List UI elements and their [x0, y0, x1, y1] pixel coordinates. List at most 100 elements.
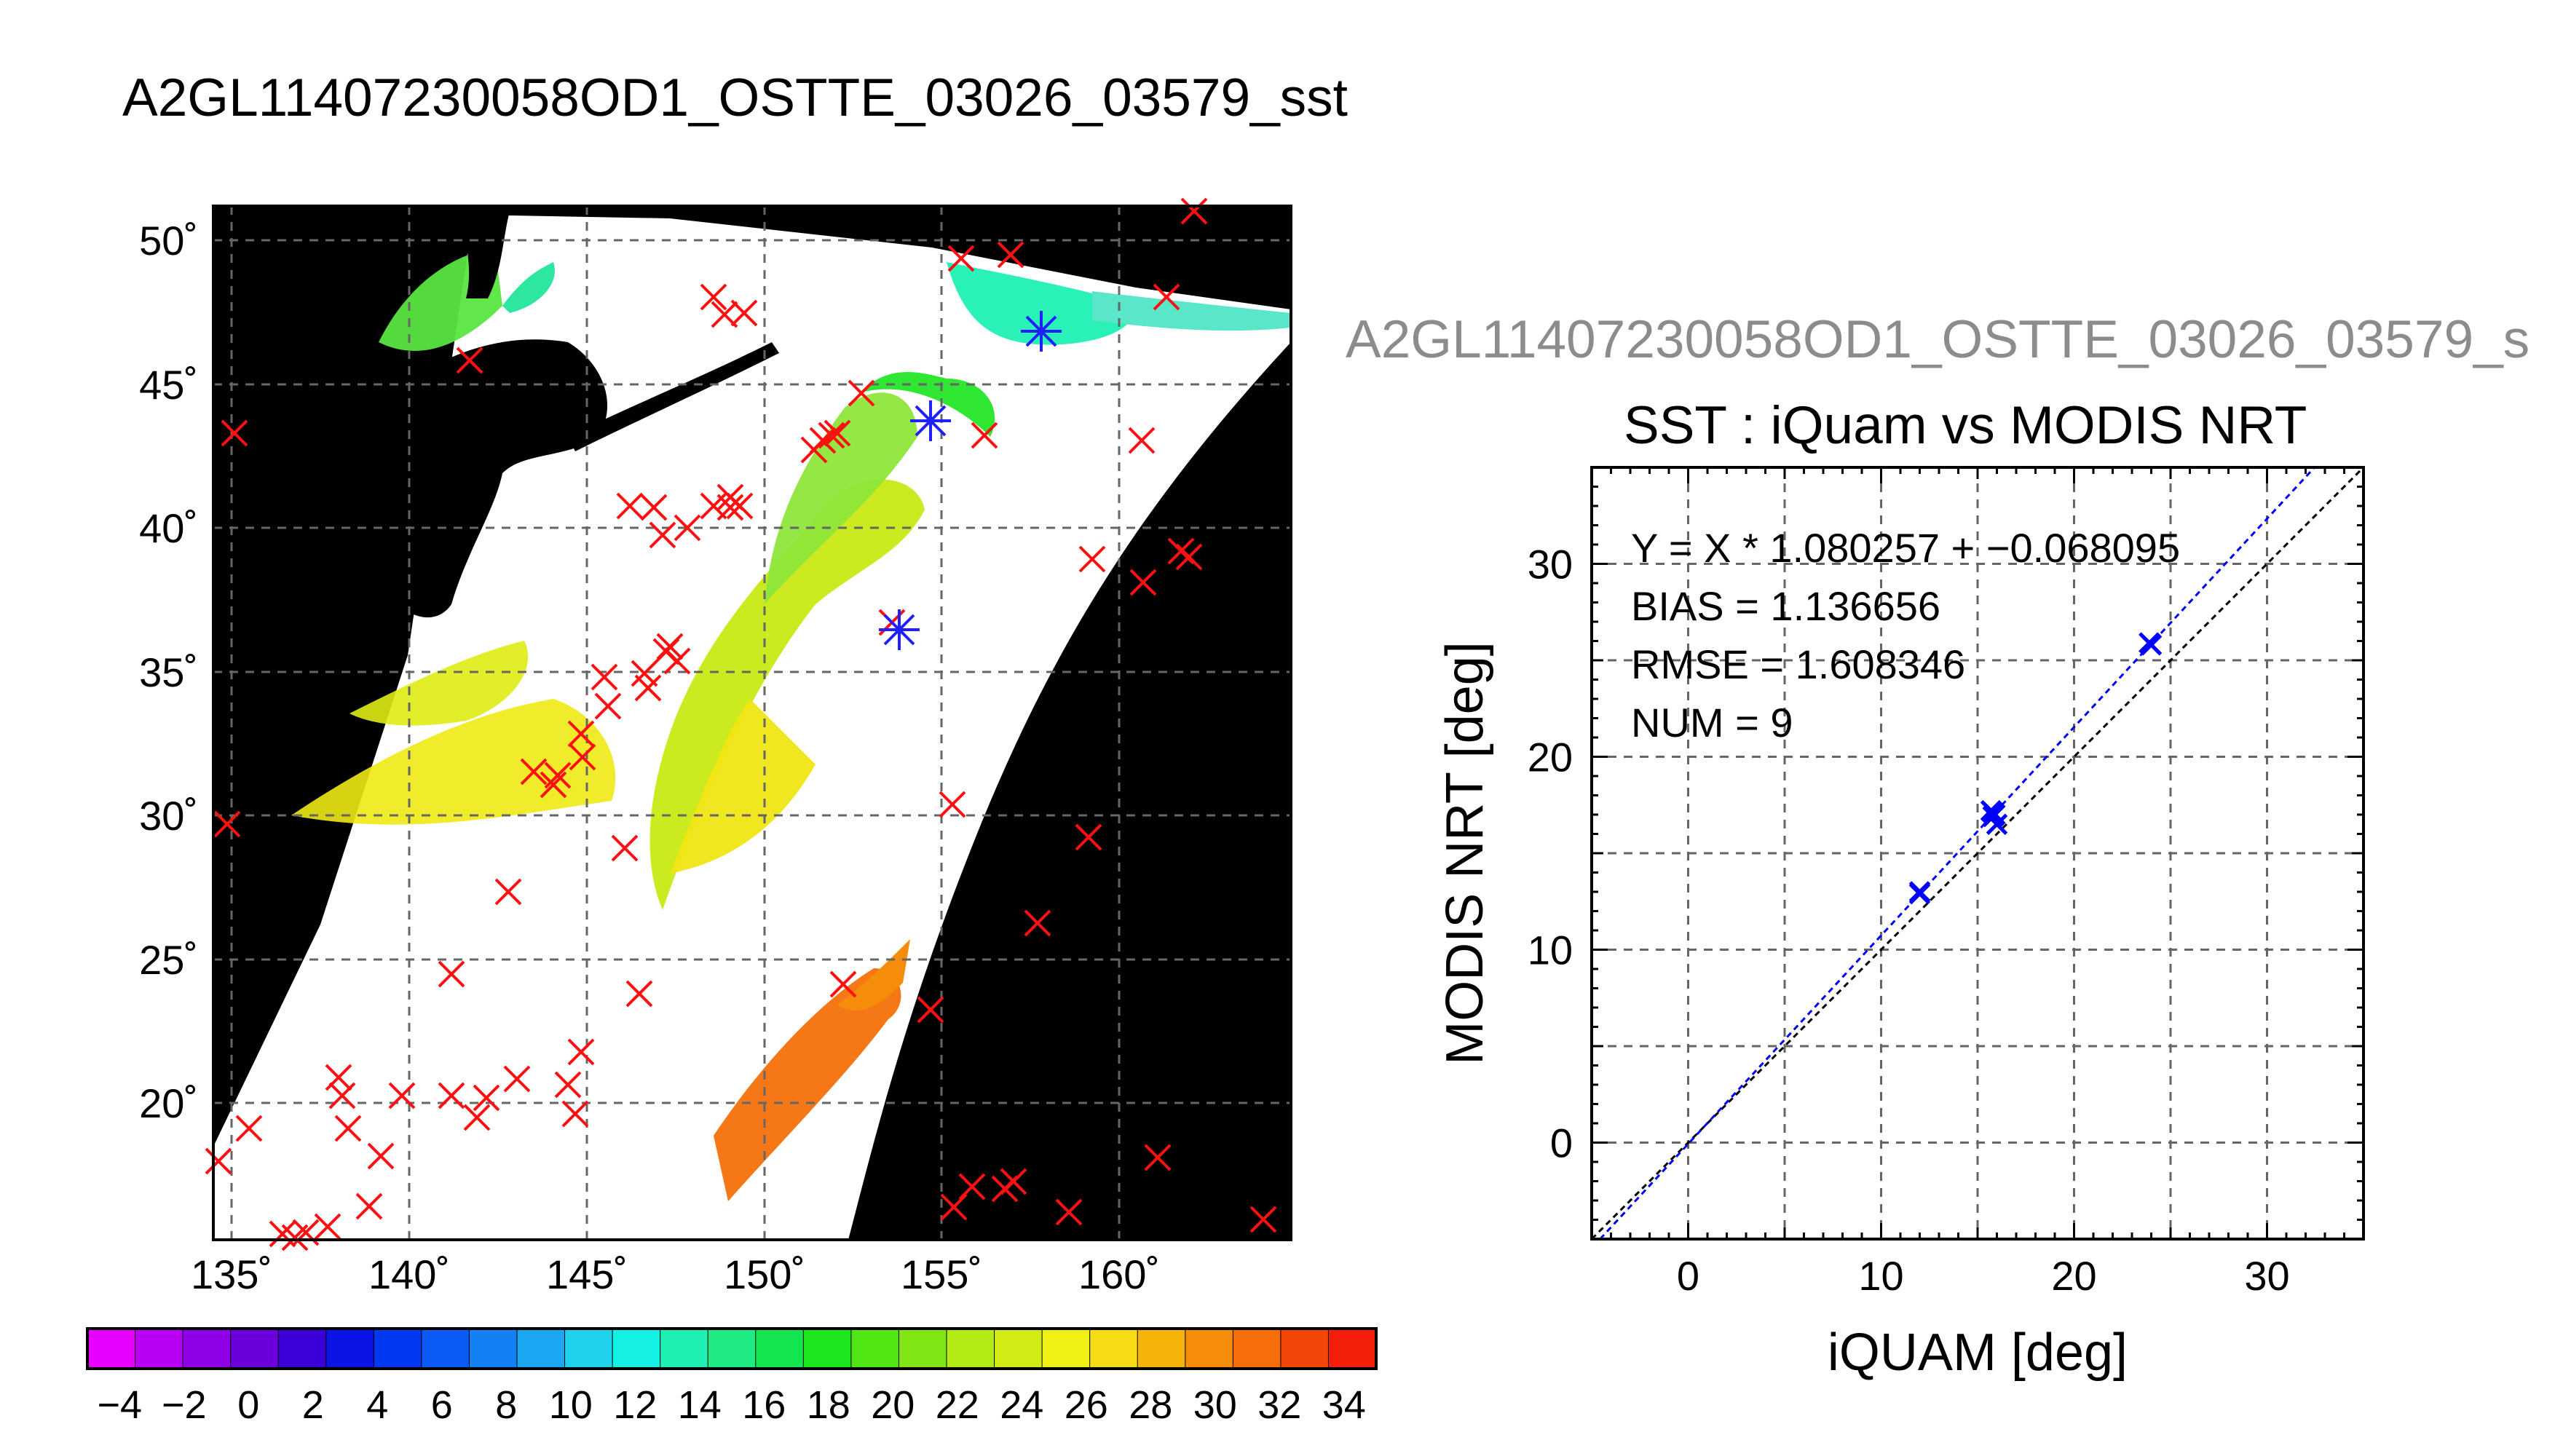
matchup-marker	[958, 1173, 986, 1200]
colorbar-cell	[373, 1328, 423, 1369]
lat-tick-label: 25˚	[139, 937, 198, 983]
main-title: A2GL11407230058OD1_OSTTE_03026_03579_sst	[122, 68, 1348, 127]
land-kurils	[568, 342, 779, 451]
lon-tick-label: 145˚	[546, 1251, 628, 1297]
matchup-marker	[674, 514, 701, 542]
colorbar-label: 10	[549, 1383, 593, 1427]
matchup-marker	[594, 692, 622, 720]
colorbar-label: 2	[302, 1383, 324, 1427]
colorbar-label: 32	[1257, 1383, 1301, 1427]
lat-tick-label: 30˚	[139, 793, 198, 839]
matchup-marker	[213, 810, 241, 838]
matchup-marker	[663, 647, 691, 675]
matchup-marker	[569, 743, 596, 771]
sst-patch	[859, 372, 995, 437]
sst-patch	[291, 699, 616, 825]
matchup-marker	[438, 960, 465, 988]
matchup-marker	[463, 1104, 491, 1131]
matchup-marker	[314, 1213, 341, 1241]
sst-patch	[670, 699, 816, 874]
scatter-title: SST : iQuam vs MODIS NRT	[1624, 396, 2307, 455]
matchup-marker	[971, 422, 998, 449]
matchup-marker	[940, 1193, 968, 1221]
sst-patch	[350, 641, 529, 726]
colorbar-label: 26	[1065, 1383, 1108, 1427]
matchup-marker	[1129, 569, 1157, 596]
scatter-ticks	[1590, 466, 2365, 1241]
matchup-marker	[1153, 283, 1180, 311]
colorbar-cell	[994, 1328, 1043, 1369]
matchup-marker	[656, 633, 684, 660]
sst-patch	[1092, 291, 1291, 331]
x-tick-label: 20	[2051, 1253, 2096, 1299]
matchup-marker	[503, 1065, 531, 1093]
colorbar	[87, 1328, 1378, 1369]
matchup-marker	[325, 1064, 352, 1091]
map-lon-labels: 135˚ 140˚ 145˚ 150˚ 155˚ 160˚	[191, 1251, 1160, 1297]
colorbar-cell	[87, 1328, 136, 1369]
colorbar-cell	[755, 1328, 805, 1369]
matchup-marker	[634, 674, 662, 702]
colorbar-label: 24	[1000, 1383, 1043, 1427]
matchup-marker	[809, 427, 837, 454]
colorbar-label: 20	[871, 1383, 915, 1427]
colorbar-cell	[277, 1328, 328, 1369]
matchup-marker	[625, 980, 653, 1008]
colorbar-label: 34	[1322, 1383, 1366, 1427]
colorbar-cell	[1232, 1328, 1282, 1369]
matchup-marker	[1180, 197, 1208, 225]
matchup-marker	[716, 483, 744, 511]
colorbar-label: 28	[1129, 1383, 1172, 1427]
matchup-marker	[829, 970, 857, 998]
colorbar-cell	[707, 1328, 757, 1369]
matchup-marker	[1075, 823, 1102, 851]
matchup-marker	[716, 494, 744, 521]
scatter-point	[1980, 799, 2002, 822]
matchup-marker	[818, 422, 845, 449]
lon-tick-label: 150˚	[724, 1251, 805, 1297]
colorbar-cell	[1185, 1328, 1234, 1369]
x-tick-label: 30	[2244, 1253, 2289, 1299]
colorbar-cell	[802, 1328, 853, 1369]
colorbar-label: 8	[495, 1383, 517, 1427]
stats-block: Y = X * 1.080257 + −0.068095 BIAS = 1.13…	[1631, 525, 2180, 745]
colorbar-cell	[1089, 1328, 1139, 1369]
map-lat-labels: 50˚ 45˚ 40˚ 35˚ 30˚ 25˚ 20˚	[139, 218, 198, 1126]
lon-tick-label: 135˚	[191, 1251, 272, 1297]
colorbar-cell	[1041, 1328, 1091, 1369]
num-text: NUM = 9	[1631, 700, 1793, 745]
matchup-marker	[355, 1192, 383, 1220]
lat-tick-label: 50˚	[139, 218, 198, 264]
matchup-marker	[591, 663, 618, 691]
y-tick-label: 20	[1528, 735, 1573, 780]
matchup-marker	[997, 241, 1024, 269]
colorbar-label: 12	[613, 1383, 657, 1427]
y-tick-label: 30	[1528, 542, 1573, 587]
colorbar-cell	[946, 1328, 995, 1369]
colorbar-frame	[86, 1327, 1378, 1370]
sst-patch	[765, 392, 917, 604]
scatter-point	[2139, 632, 2160, 654]
colorbar-label: 30	[1193, 1383, 1237, 1427]
scatter-x-tick-labels: 0 10 20 30	[1677, 1253, 2290, 1299]
matchup-marker	[1055, 1198, 1083, 1226]
colorbar-cell	[898, 1328, 948, 1369]
colorbar-cell	[421, 1328, 470, 1369]
land-honshu	[393, 339, 608, 618]
matchup-marker	[388, 1082, 416, 1109]
scatter-lines	[1590, 466, 2365, 1241]
colorbar-label: 6	[431, 1383, 453, 1427]
colorbar-cell	[468, 1328, 518, 1369]
matchup-marker	[1144, 1144, 1172, 1171]
x-tick-label: 10	[1858, 1253, 1903, 1299]
colorbar-cell	[660, 1328, 709, 1369]
matchup-marker	[438, 1082, 465, 1109]
colorbar-cell	[850, 1328, 900, 1369]
scatter-points	[1908, 632, 2163, 905]
matchup-marker	[848, 379, 875, 407]
map-frame	[212, 205, 1292, 1241]
matchup-marker	[544, 761, 572, 789]
matchup-marker	[334, 1115, 362, 1142]
fit-line	[1599, 466, 2315, 1241]
matchup-marker	[917, 996, 944, 1024]
